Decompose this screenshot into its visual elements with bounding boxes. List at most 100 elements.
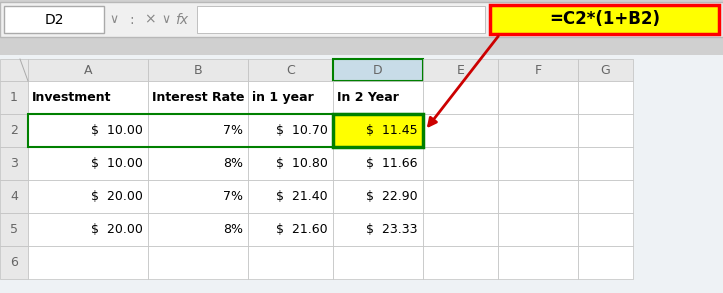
Bar — [333, 59, 423, 81]
Bar — [578, 59, 633, 81]
Bar — [578, 147, 633, 180]
Text: 3: 3 — [10, 157, 18, 170]
Text: $  10.00: $ 10.00 — [91, 157, 143, 170]
Bar — [28, 81, 148, 114]
Bar — [28, 180, 148, 213]
Text: $  23.33: $ 23.33 — [367, 223, 418, 236]
Text: fx: fx — [176, 13, 189, 26]
Text: $  21.40: $ 21.40 — [276, 190, 328, 203]
Bar — [333, 147, 423, 180]
Bar — [498, 114, 578, 147]
Bar — [0, 2, 723, 37]
Bar — [248, 59, 333, 81]
Text: ×: × — [144, 13, 156, 26]
Bar — [0, 180, 28, 213]
Text: $  11.45: $ 11.45 — [367, 124, 418, 137]
Bar — [498, 59, 578, 81]
Bar — [498, 246, 578, 279]
Bar — [248, 213, 333, 246]
Text: $  10.70: $ 10.70 — [276, 124, 328, 137]
Text: :: : — [129, 13, 134, 26]
Bar — [148, 180, 248, 213]
Text: $  21.60: $ 21.60 — [276, 223, 328, 236]
Text: ∨: ∨ — [109, 13, 119, 26]
Bar — [333, 114, 423, 147]
Bar — [0, 55, 723, 293]
Bar — [333, 114, 423, 147]
Bar — [423, 246, 498, 279]
Text: D: D — [373, 64, 382, 76]
Bar — [28, 114, 148, 147]
Bar — [197, 6, 485, 33]
Bar — [490, 5, 719, 34]
Bar — [578, 246, 633, 279]
Bar — [498, 213, 578, 246]
Text: Investment: Investment — [32, 91, 111, 104]
Bar — [28, 147, 148, 180]
Bar — [0, 213, 28, 246]
Bar — [498, 180, 578, 213]
Bar — [148, 81, 248, 114]
FancyArrowPatch shape — [429, 36, 498, 126]
Bar — [248, 81, 333, 114]
Bar — [28, 114, 423, 147]
Bar — [578, 180, 633, 213]
Bar — [333, 180, 423, 213]
Text: 8%: 8% — [223, 157, 243, 170]
Bar — [148, 59, 248, 81]
Bar — [333, 246, 423, 279]
Text: $  10.80: $ 10.80 — [276, 157, 328, 170]
Bar — [498, 81, 578, 114]
Bar — [423, 59, 498, 81]
Bar — [578, 81, 633, 114]
Text: $  11.66: $ 11.66 — [367, 157, 418, 170]
Bar — [248, 147, 333, 180]
Text: 8%: 8% — [223, 223, 243, 236]
Text: $  20.00: $ 20.00 — [91, 223, 143, 236]
Text: $  11.45: $ 11.45 — [367, 124, 418, 137]
Text: $  20.00: $ 20.00 — [91, 190, 143, 203]
Bar — [148, 213, 248, 246]
Bar — [423, 147, 498, 180]
Bar — [423, 81, 498, 114]
Bar — [248, 246, 333, 279]
Text: 1: 1 — [10, 91, 18, 104]
Text: G: G — [601, 64, 610, 76]
Text: B: B — [194, 64, 202, 76]
Text: ∨: ∨ — [161, 13, 171, 26]
Bar — [248, 180, 333, 213]
Bar — [0, 81, 28, 114]
Text: $  10.00: $ 10.00 — [91, 124, 143, 137]
Bar — [0, 246, 28, 279]
Bar — [148, 147, 248, 180]
Bar — [0, 59, 28, 81]
Text: 2: 2 — [10, 124, 18, 137]
Text: 6: 6 — [10, 256, 18, 269]
Text: 7%: 7% — [223, 190, 243, 203]
Bar — [333, 81, 423, 114]
Text: F: F — [534, 64, 542, 76]
Bar — [4, 6, 104, 33]
Bar — [0, 147, 28, 180]
Text: In 2 Year: In 2 Year — [337, 91, 399, 104]
Bar — [148, 114, 248, 147]
Text: =C2*(1+B2): =C2*(1+B2) — [549, 11, 660, 28]
Text: Interest Rate: Interest Rate — [152, 91, 244, 104]
Bar — [498, 147, 578, 180]
Text: 7%: 7% — [223, 124, 243, 137]
Bar — [248, 114, 333, 147]
Bar — [578, 213, 633, 246]
Text: A: A — [84, 64, 93, 76]
Text: D2: D2 — [44, 13, 64, 26]
Bar — [0, 114, 28, 147]
Text: C: C — [286, 64, 295, 76]
Text: E: E — [456, 64, 464, 76]
Bar — [28, 59, 148, 81]
Bar — [28, 213, 148, 246]
Bar — [28, 246, 148, 279]
Bar — [333, 213, 423, 246]
Bar — [423, 180, 498, 213]
Text: $  22.90: $ 22.90 — [367, 190, 418, 203]
Text: 4: 4 — [10, 190, 18, 203]
Text: 5: 5 — [10, 223, 18, 236]
